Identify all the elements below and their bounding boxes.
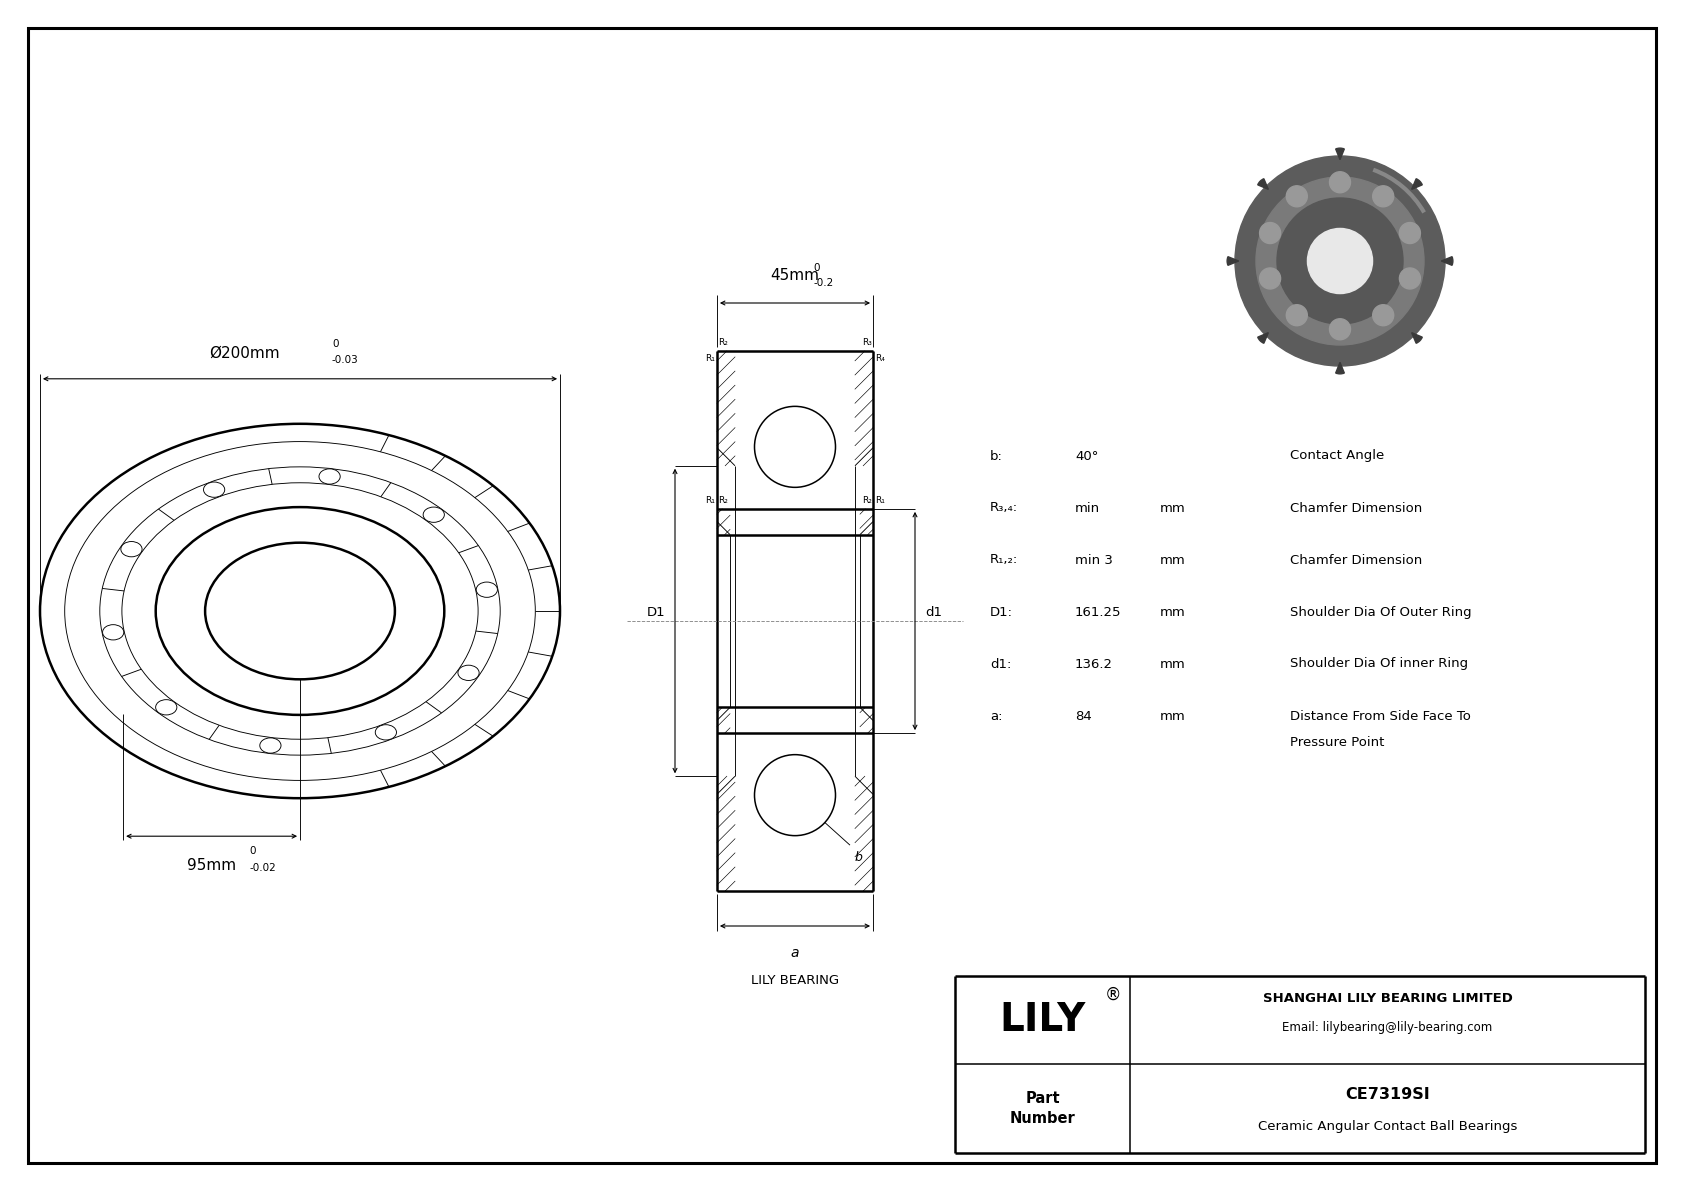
Text: min: min	[1074, 501, 1100, 515]
Circle shape	[754, 406, 835, 487]
Text: ®: ®	[1105, 986, 1122, 1004]
Text: R₃,₄:: R₃,₄:	[990, 501, 1019, 515]
Ellipse shape	[423, 507, 445, 523]
Text: a: a	[791, 946, 800, 960]
Text: R₁: R₁	[876, 495, 884, 505]
Text: mm: mm	[1160, 710, 1186, 723]
Text: 136.2: 136.2	[1074, 657, 1113, 671]
Text: -0.02: -0.02	[249, 863, 276, 873]
Text: R₂: R₂	[862, 495, 872, 505]
Ellipse shape	[318, 469, 340, 484]
Text: Chamfer Dimension: Chamfer Dimension	[1290, 554, 1423, 567]
Text: R₂: R₂	[717, 338, 727, 347]
Text: a:: a:	[990, 710, 1002, 723]
Text: R₁,₂:: R₁,₂:	[990, 554, 1019, 567]
Text: Chamfer Dimension: Chamfer Dimension	[1290, 501, 1423, 515]
Circle shape	[1287, 186, 1307, 207]
Text: Pressure Point: Pressure Point	[1290, 736, 1384, 748]
Text: d1:: d1:	[990, 657, 1012, 671]
Text: R₄: R₄	[876, 354, 884, 363]
Text: mm: mm	[1160, 501, 1186, 515]
Text: 0: 0	[332, 338, 338, 349]
Text: Shoulder Dia Of inner Ring: Shoulder Dia Of inner Ring	[1290, 657, 1468, 671]
Circle shape	[754, 755, 835, 836]
Circle shape	[1234, 156, 1445, 366]
Text: LILY: LILY	[999, 1000, 1086, 1039]
Text: min 3: min 3	[1074, 554, 1113, 567]
Text: mm: mm	[1160, 657, 1186, 671]
Circle shape	[1260, 268, 1280, 289]
Text: b: b	[855, 852, 862, 865]
Text: R₁: R₁	[706, 495, 716, 505]
Text: R₂: R₂	[717, 495, 727, 505]
Text: R₃: R₃	[862, 338, 872, 347]
Text: 0: 0	[813, 263, 820, 273]
Text: 0: 0	[249, 846, 256, 856]
Wedge shape	[1258, 332, 1268, 343]
Text: CE7319SI: CE7319SI	[1346, 1087, 1430, 1102]
Circle shape	[1329, 172, 1351, 193]
Text: 95mm: 95mm	[187, 859, 236, 873]
Ellipse shape	[376, 724, 396, 740]
Text: SHANGHAI LILY BEARING LIMITED: SHANGHAI LILY BEARING LIMITED	[1263, 991, 1512, 1004]
Circle shape	[1372, 186, 1394, 207]
Text: b:: b:	[990, 449, 1004, 462]
Circle shape	[1276, 198, 1403, 324]
Circle shape	[1307, 229, 1372, 293]
Text: Email: lilybearing@lily-bearing.com: Email: lilybearing@lily-bearing.com	[1283, 1022, 1492, 1035]
Circle shape	[1256, 177, 1425, 345]
Wedge shape	[1411, 332, 1423, 343]
Text: 40°: 40°	[1074, 449, 1098, 462]
Text: Shoulder Dia Of Outer Ring: Shoulder Dia Of Outer Ring	[1290, 605, 1472, 618]
Ellipse shape	[155, 699, 177, 715]
Circle shape	[1329, 319, 1351, 339]
Text: d1: d1	[925, 606, 941, 619]
Wedge shape	[1442, 257, 1453, 266]
Text: mm: mm	[1160, 605, 1186, 618]
Circle shape	[1399, 268, 1420, 289]
Circle shape	[1260, 223, 1280, 243]
Text: -0.2: -0.2	[813, 278, 834, 288]
Text: R₁: R₁	[706, 354, 716, 363]
Text: 84: 84	[1074, 710, 1091, 723]
Text: D1: D1	[647, 606, 665, 619]
Ellipse shape	[458, 666, 480, 680]
Ellipse shape	[204, 482, 224, 498]
Text: 45mm: 45mm	[771, 268, 820, 283]
Circle shape	[1372, 305, 1394, 325]
Ellipse shape	[477, 582, 497, 598]
Ellipse shape	[121, 542, 141, 557]
Circle shape	[1287, 305, 1307, 325]
Text: -0.03: -0.03	[332, 355, 359, 364]
Text: 161.25: 161.25	[1074, 605, 1122, 618]
Wedge shape	[1335, 148, 1344, 160]
Wedge shape	[1258, 179, 1268, 189]
Text: Contact Angle: Contact Angle	[1290, 449, 1384, 462]
Wedge shape	[1411, 179, 1423, 189]
Text: D1:: D1:	[990, 605, 1014, 618]
Text: Ceramic Angular Contact Ball Bearings: Ceramic Angular Contact Ball Bearings	[1258, 1120, 1517, 1133]
Text: Ø200mm: Ø200mm	[210, 345, 280, 361]
Ellipse shape	[103, 624, 125, 640]
Text: Distance From Side Face To: Distance From Side Face To	[1290, 710, 1470, 723]
Wedge shape	[1335, 362, 1344, 374]
Ellipse shape	[259, 738, 281, 753]
Text: LILY BEARING: LILY BEARING	[751, 974, 839, 987]
Circle shape	[1399, 223, 1420, 243]
Text: mm: mm	[1160, 554, 1186, 567]
Text: Part
Number: Part Number	[1010, 1091, 1076, 1125]
Wedge shape	[1228, 257, 1239, 266]
